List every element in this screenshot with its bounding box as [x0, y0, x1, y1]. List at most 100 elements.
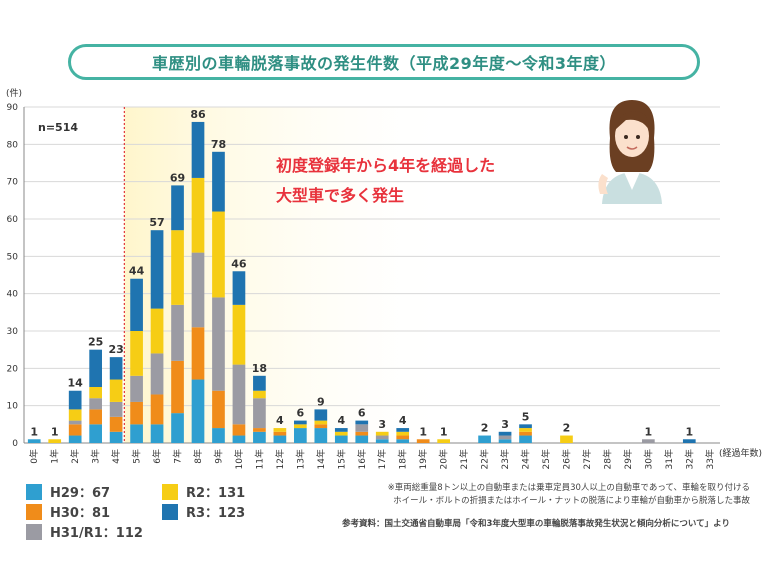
bar-segment [212, 297, 225, 391]
bar-segment [519, 428, 532, 432]
chart-title: 車歴別の車輪脱落事故の発生件数（平成29年度〜令和3年度） [68, 44, 700, 80]
bar-segment [314, 428, 328, 443]
bar-segment [191, 252, 205, 328]
bar-segment [150, 424, 164, 443]
bar-segment [314, 409, 328, 421]
bar-total-label: 69 [170, 171, 185, 184]
y-tick-label: 50 [7, 252, 19, 262]
bar-segment [150, 230, 164, 309]
bar-segment [437, 439, 450, 443]
x-tick-label: 16年 [356, 449, 368, 469]
bar-total-label: 4 [276, 414, 284, 427]
x-tick-label: 23年 [499, 449, 511, 469]
legend-swatch-r2 [162, 483, 178, 500]
bar-segment [232, 304, 246, 365]
bar-total-label: 5 [522, 410, 530, 423]
bar-segment [109, 431, 123, 443]
bar-segment [171, 230, 184, 305]
bar-segment [130, 375, 143, 402]
bar-total-label: 6 [358, 407, 366, 420]
bar-segment [68, 424, 82, 436]
bar-total-label: 23 [108, 343, 123, 356]
x-tick-label: 24年 [520, 449, 532, 469]
bar-total-label: 1 [440, 425, 448, 438]
bar-segment [171, 360, 184, 414]
bar-segment [212, 211, 225, 298]
x-tick-label: 10年 [233, 449, 245, 469]
legend-swatch-h31r1 [26, 523, 42, 540]
legend-label-r3: R3：123 [186, 506, 246, 521]
bar-total-label: 57 [149, 216, 164, 229]
bar-total-label: 44 [129, 265, 145, 278]
bar-segment [150, 394, 164, 425]
x-tick-label: 19年 [417, 449, 429, 469]
footnote: ※車両総重量8トン以上の自動車または乗車定員30人以上の自動車であって、車輪を取… [330, 482, 750, 508]
x-tick-label: 6年 [151, 449, 163, 464]
bar-total-label: 1 [30, 425, 38, 438]
legend-label-r2: R2：131 [186, 486, 246, 501]
bar-segment [294, 420, 307, 425]
bar-segment [89, 349, 102, 387]
bar-segment [334, 428, 348, 432]
bar-segment [519, 431, 532, 436]
bar-segment [294, 428, 307, 443]
x-tick-label: 13年 [294, 449, 306, 469]
legend-label-h29: H29：67 [50, 486, 111, 501]
bar-total-label: 1 [645, 425, 653, 438]
x-tick-label: 0年 [28, 449, 40, 464]
legend-item-h31r1: H31/R1：112 [26, 522, 143, 541]
bar-total-label: 78 [211, 138, 226, 151]
bar-segment [498, 435, 512, 440]
bar-segment [253, 398, 266, 429]
bar-segment [212, 428, 225, 443]
bar-segment [314, 424, 328, 429]
bar-total-label: 1 [685, 425, 693, 438]
bar-segment [253, 428, 266, 432]
bar-segment [253, 375, 266, 391]
legend-swatch-r3 [162, 503, 178, 520]
footnote-line-1: ※車両総重量8トン以上の自動車または乗車定員30人以上の自動車であって、車輪を取… [387, 483, 750, 493]
bar-total-label: 3 [501, 418, 509, 431]
bar-segment [478, 435, 491, 443]
bar-segment [89, 409, 102, 425]
bar-segment [171, 304, 184, 361]
callout-line-1: 初度登録年から4年を経過した [276, 156, 496, 175]
bar-segment [68, 435, 82, 443]
legend-swatch-h30 [26, 503, 42, 520]
x-tick-label: 22年 [479, 449, 491, 469]
bar-segment [396, 439, 410, 443]
x-tick-label: 20年 [438, 449, 450, 469]
footnote-line-2: ホイール・ボルトの折損またはホイール・ナットの脱落により車輪が自動車から脱落した… [393, 496, 750, 506]
bar-segment [212, 390, 225, 429]
bar-segment [396, 435, 410, 440]
bar-segment [232, 424, 246, 436]
bar-segment [355, 424, 369, 432]
bar-segment [498, 439, 512, 443]
x-tick-label: 5年 [131, 449, 143, 464]
source-note: 参考資料：国土交通省自動車局「令和3年度大型車の車輪脱落事故発生状況と傾向分析に… [342, 519, 730, 529]
x-tick-label: 31年 [663, 449, 675, 469]
bar-segment [68, 409, 82, 421]
legend: H29：67 R2：131 H30：81 R3：123 H31/R1：112 [26, 482, 326, 542]
bar-segment [560, 435, 573, 443]
x-tick-label: 29年 [622, 449, 634, 469]
legend-item-h29: H29：67 [26, 482, 110, 501]
bar-total-label: 46 [231, 257, 247, 270]
bar-total-label: 1 [419, 425, 427, 438]
bar-segment [27, 439, 41, 443]
bar-segment [89, 424, 102, 443]
y-axis-unit: (件) [6, 87, 22, 99]
person-illustration [598, 100, 662, 204]
bar-segment [253, 431, 266, 443]
x-tick-label: 8年 [192, 449, 204, 464]
bar-segment [109, 401, 123, 417]
bar-segment [253, 390, 266, 399]
x-tick-label: 30年 [642, 449, 654, 469]
bar-total-label: 25 [88, 336, 103, 349]
bar-segment [191, 327, 205, 380]
bar-segment [375, 439, 389, 443]
bar-segment [314, 420, 328, 425]
bar-segment [48, 439, 62, 443]
bar-segment [375, 431, 389, 436]
x-tick-label: 11年 [253, 449, 265, 469]
